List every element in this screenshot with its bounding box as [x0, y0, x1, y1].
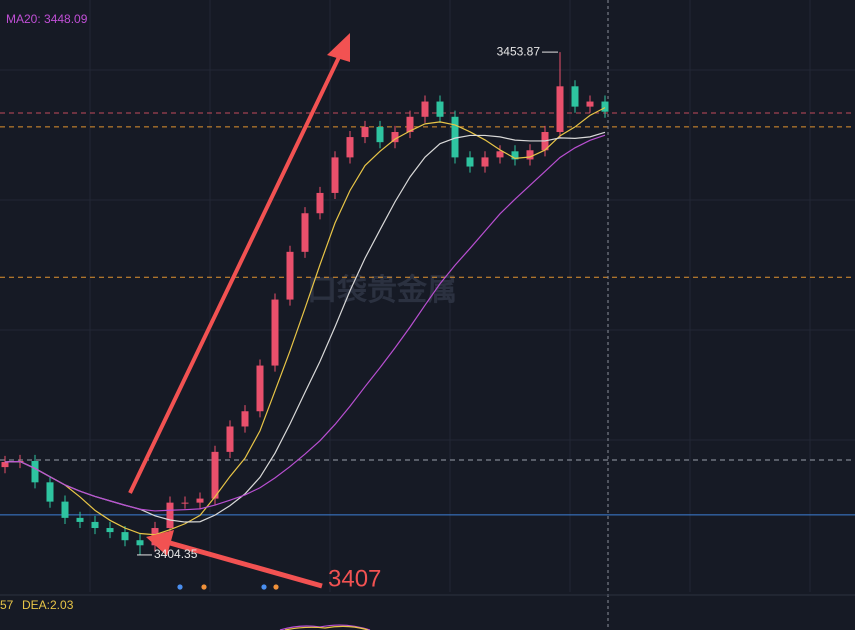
watermark: 口袋贵金属	[307, 273, 457, 307]
candle-body	[181, 502, 189, 504]
candle-body	[31, 461, 39, 483]
ma-label: MA20: 3448.09	[6, 12, 88, 26]
candle-body	[226, 426, 234, 452]
candle-body	[346, 137, 354, 158]
candle-body	[556, 86, 564, 133]
candle-body	[601, 101, 609, 112]
low-label: 3404.35	[154, 547, 198, 561]
candle-body	[211, 451, 219, 499]
candle-body	[121, 532, 129, 541]
arrow-low	[146, 530, 323, 589]
candle-body	[61, 501, 69, 518]
candle-body	[391, 132, 399, 143]
candle-body	[511, 151, 519, 160]
candle-body	[421, 101, 429, 117]
candle-body	[136, 540, 144, 546]
candle-body	[241, 411, 249, 427]
candle-body	[271, 299, 279, 366]
candle-body	[1, 462, 9, 468]
candle-body	[451, 116, 459, 158]
annotation: 3407	[328, 565, 381, 592]
dea-curve	[284, 625, 369, 630]
candle-body	[376, 126, 384, 143]
candle-body	[406, 116, 414, 133]
background-grid	[0, 0, 855, 592]
moving-average	[4, 131, 606, 523]
candle-body	[76, 517, 84, 522]
candle-body	[256, 365, 264, 412]
candle-body	[571, 86, 579, 107]
candle-body	[196, 498, 204, 503]
candle-body	[286, 251, 294, 300]
candle-body	[301, 213, 309, 252]
macd-label: 57	[0, 598, 14, 612]
high-label: 3453.87	[497, 44, 541, 58]
candle-body	[481, 157, 489, 167]
candle-body	[496, 151, 504, 158]
arrow-up	[128, 33, 350, 494]
candle-body	[106, 528, 114, 533]
moving-average	[4, 134, 606, 512]
dea-label: DEA:2.03	[22, 598, 74, 612]
candle-body	[466, 157, 474, 167]
moving-average	[4, 107, 606, 536]
signal-dots	[177, 584, 279, 590]
candle-body	[91, 521, 99, 529]
candle-body	[46, 482, 54, 502]
candle-body	[526, 150, 534, 160]
candle-body	[316, 192, 324, 214]
candle-body	[361, 126, 369, 138]
candle-body	[166, 502, 174, 529]
candle-body	[436, 101, 444, 117]
candle-body	[586, 101, 594, 107]
candle-body	[331, 157, 339, 193]
